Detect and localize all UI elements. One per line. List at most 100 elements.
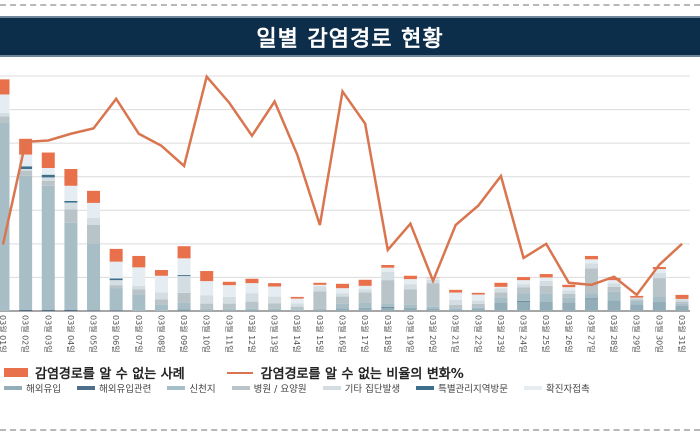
- bar-segment-shincheonji: [517, 293, 531, 301]
- bar-segment-unknown: [381, 265, 395, 268]
- legend-swatch-overseas_related: [76, 386, 95, 390]
- legend-swatch-overseas: [4, 386, 22, 390]
- bar-segment-shincheonji: [426, 306, 440, 309]
- bar-segment-group: [539, 280, 553, 286]
- bar-segment-group: [584, 263, 598, 269]
- bar-segment-hospital: [87, 224, 101, 244]
- bar-segment-contact: [517, 280, 531, 285]
- bar-segment-overseas_related: [109, 310, 123, 311]
- x-tick-label: 03월 14일: [292, 315, 302, 353]
- bar-segment-contact: [245, 283, 259, 294]
- legend-item-special_region: 특별관리지역방문: [416, 381, 508, 395]
- x-tick-label: 03월 19일: [405, 315, 415, 353]
- x-tick-label: 03월 11일: [224, 315, 234, 353]
- bar-segment-overseas: [381, 307, 395, 311]
- bar-segment-group: [154, 292, 168, 300]
- bar-segment-overseas: [652, 301, 666, 311]
- x-tick-label: 03월 24일: [519, 315, 529, 353]
- bar-segment-special_region: [19, 166, 33, 169]
- bar-segment-group: [336, 293, 349, 297]
- bar-segment-shincheonji: [494, 297, 508, 303]
- bar-segment-unknown: [41, 152, 55, 168]
- legend-swatch-unknown-cases: [4, 368, 28, 377]
- bar-segment-group: [630, 297, 644, 300]
- bar-segment-shincheonji: [268, 308, 282, 310]
- bar-segment-hospital: [471, 303, 485, 308]
- bar-segment-overseas: [607, 300, 621, 311]
- bar-segment-unknown: [539, 274, 553, 278]
- bar-segment-shincheonji: [19, 175, 33, 310]
- x-tick-label: 03월 01일: [0, 315, 8, 353]
- x-tick-label: 03월 08일: [156, 315, 166, 353]
- bar-segment-overseas: [245, 309, 259, 311]
- legend-label-group: 기타 집단발생: [344, 384, 401, 395]
- bar-segment-shincheonji: [630, 300, 644, 305]
- bar-segment-overseas_related: [87, 310, 101, 311]
- x-tick-label: 03월 28일: [609, 315, 619, 353]
- bar-segment-shincheonji: [675, 303, 689, 306]
- bar-segment-unknown: [87, 190, 101, 203]
- bar-segment-hospital: [675, 301, 689, 304]
- bar-segment-contact: [336, 288, 349, 294]
- bar-segment-hospital: [449, 304, 463, 309]
- bar-segment-overseas: [313, 309, 327, 311]
- bar-segment-group: [19, 168, 33, 171]
- x-tick-label: 03월 10일: [202, 315, 212, 353]
- legend-label-unknown-cases: 감염경로를 알 수 없는 사례: [35, 367, 185, 382]
- x-tick-label: 03월 13일: [270, 315, 280, 353]
- title-banner: 일별 감염경로 현황: [0, 16, 700, 57]
- bar-segment-unknown: [154, 270, 168, 276]
- bar-segment-contact: [381, 267, 395, 272]
- bar-segment-overseas: [630, 304, 644, 311]
- bar-segment-shincheonji: [200, 308, 214, 311]
- legend-item-contact: 확진자접촉: [524, 381, 590, 395]
- bar-segment-hospital: [177, 292, 191, 303]
- bar-segment-shincheonji: [64, 222, 78, 310]
- bar-segment-shincheonji: [41, 185, 55, 310]
- bar-segment-hospital: [154, 299, 168, 305]
- bar-segment-overseas_related: [381, 306, 395, 308]
- x-tick-label: 03월 18일: [383, 315, 393, 353]
- x-tick-label: 03월 29일: [632, 315, 642, 353]
- x-tick-label: 03월 09일: [179, 315, 189, 353]
- bar-segment-contact: [268, 286, 282, 297]
- x-tick-label: 03월 05일: [89, 315, 99, 353]
- legend-item-overseas_related: 해외유입관련: [76, 381, 152, 395]
- bar-segment-group: [177, 276, 191, 293]
- legend-label-hospital: 병원 / 요양원: [253, 384, 307, 395]
- bar-segment-unknown: [177, 246, 191, 259]
- x-tick-label: 03월 03일: [43, 315, 53, 353]
- bar-segment-shincheonji: [539, 293, 553, 302]
- bar-segment-group: [675, 298, 689, 302]
- bar-segment-unknown: [562, 284, 576, 288]
- legend-label-unknown-ratio: 감염경로를 알 수 없는 비율의 변화%: [260, 367, 464, 382]
- bar-segment-contact: [222, 285, 236, 297]
- bar-segment-group: [517, 284, 531, 288]
- bar-segment-group: [0, 112, 10, 117]
- bar-segment-group: [245, 293, 259, 302]
- bar-segment-overseas: [675, 305, 689, 311]
- legend-swatch-shincheonji: [167, 386, 186, 390]
- legend-label-overseas_related: 해외유입관련: [98, 384, 152, 395]
- bar-segment-overseas: [471, 308, 485, 311]
- chart-title: 일별 감염경로 현황: [256, 26, 444, 52]
- bar-segment-shincheonji: [222, 308, 236, 311]
- bar-segment-shincheonji: [177, 302, 191, 310]
- chart-area: 03월 01일 03월 02일 03월 03일 03월 04일 03월 05일 03월 0…: [0, 74, 690, 353]
- bar-segment-hospital: [652, 278, 666, 297]
- legend-row-primary: 감염경로를 알 수 없는 사례 감염경로를 알 수 없는 비율의 변화%: [4, 363, 480, 382]
- bar-segment-unknown: [290, 296, 304, 299]
- bar-segment-hospital: [132, 289, 146, 295]
- bar-segment-unknown: [607, 278, 621, 281]
- bar-segment-shincheonji: [132, 294, 146, 311]
- legend-swatch-contact: [524, 386, 542, 390]
- x-tick-label: 03월 02일: [21, 315, 31, 353]
- bar-segment-contact: [87, 202, 101, 219]
- bar-segment-special_region: [41, 174, 55, 178]
- bar-segment-shincheonji: [403, 304, 417, 308]
- bar-segment-group: [313, 286, 327, 292]
- bar-segment-unknown: [471, 292, 485, 295]
- bar-segment-group: [471, 300, 485, 304]
- bar-segment-overseas: [403, 307, 417, 311]
- x-tick-label: 03월 25일: [541, 315, 551, 353]
